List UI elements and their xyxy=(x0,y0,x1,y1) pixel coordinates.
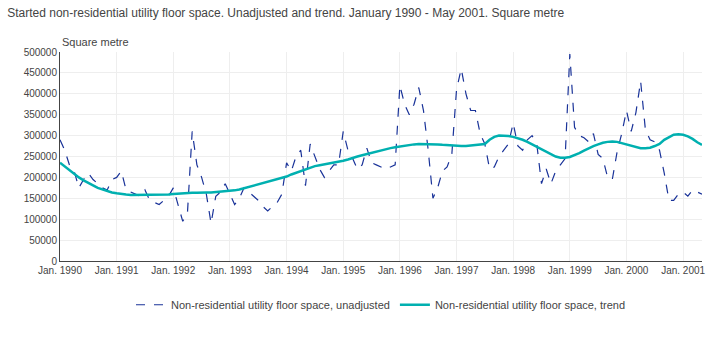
svg-text:50000: 50000 xyxy=(29,235,57,246)
svg-text:Jan. 1991: Jan. 1991 xyxy=(95,265,139,276)
svg-text:Jan. 1992: Jan. 1992 xyxy=(151,265,195,276)
svg-text:150000: 150000 xyxy=(24,193,58,204)
svg-text:Square metre: Square metre xyxy=(62,36,129,48)
svg-text:Non-residential utility floor: Non-residential utility floor space, una… xyxy=(171,299,390,311)
svg-text:0: 0 xyxy=(51,256,57,267)
svg-text:Started non-residential utilit: Started non-residential utility floor sp… xyxy=(7,6,564,20)
svg-text:500000: 500000 xyxy=(24,47,58,58)
svg-text:250000: 250000 xyxy=(24,151,58,162)
svg-text:Jan. 1996: Jan. 1996 xyxy=(378,265,422,276)
svg-text:Jan. 1990: Jan. 1990 xyxy=(38,265,82,276)
svg-text:Jan. 1998: Jan. 1998 xyxy=(491,265,535,276)
svg-text:Jan. 2000: Jan. 2000 xyxy=(605,265,649,276)
svg-text:Jan. 1994: Jan. 1994 xyxy=(265,265,309,276)
svg-text:350000: 350000 xyxy=(24,109,58,120)
svg-text:Jan. 2001: Jan. 2001 xyxy=(661,265,705,276)
svg-text:300000: 300000 xyxy=(24,130,58,141)
svg-text:400000: 400000 xyxy=(24,88,58,99)
svg-text:Non-residential utility floor: Non-residential utility floor space, tre… xyxy=(435,299,625,311)
svg-text:Jan. 1995: Jan. 1995 xyxy=(321,265,365,276)
svg-text:450000: 450000 xyxy=(24,67,58,78)
svg-text:100000: 100000 xyxy=(24,214,58,225)
svg-text:200000: 200000 xyxy=(24,172,58,183)
svg-text:Jan. 1999: Jan. 1999 xyxy=(548,265,592,276)
svg-text:Jan. 1993: Jan. 1993 xyxy=(208,265,252,276)
svg-text:Jan. 1997: Jan. 1997 xyxy=(435,265,479,276)
